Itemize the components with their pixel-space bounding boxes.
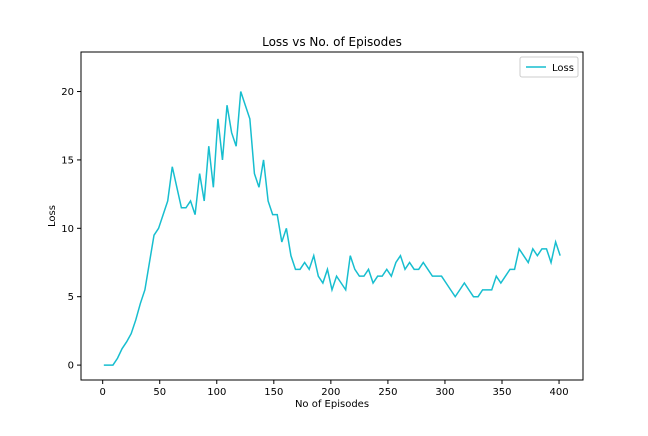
legend-label: Loss — [552, 63, 574, 74]
series-line — [103, 91, 561, 366]
x-tick-label: 200 — [321, 387, 340, 398]
x-tick-label: 300 — [435, 387, 454, 398]
plot-frame — [80, 51, 584, 381]
y-tick-label: 15 — [61, 155, 74, 166]
x-tick-label: 350 — [492, 387, 511, 398]
x-tick-label: 150 — [264, 387, 283, 398]
x-tick-label: 0 — [99, 387, 105, 398]
x-tick-label: 250 — [378, 387, 397, 398]
legend-box — [519, 56, 579, 78]
x-axis-label: No of Episodes — [295, 399, 369, 410]
x-tick-label: 400 — [549, 387, 568, 398]
chart-title: Loss vs No. of Episodes — [262, 35, 402, 49]
y-tick-label: 20 — [61, 87, 74, 98]
y-axis-label: Loss — [47, 205, 58, 227]
y-tick-label: 5 — [68, 292, 74, 303]
y-tick-label: 0 — [68, 361, 74, 372]
x-tick-label: 100 — [207, 387, 226, 398]
y-tick-label: 10 — [61, 224, 74, 235]
x-tick-label: 50 — [153, 387, 166, 398]
